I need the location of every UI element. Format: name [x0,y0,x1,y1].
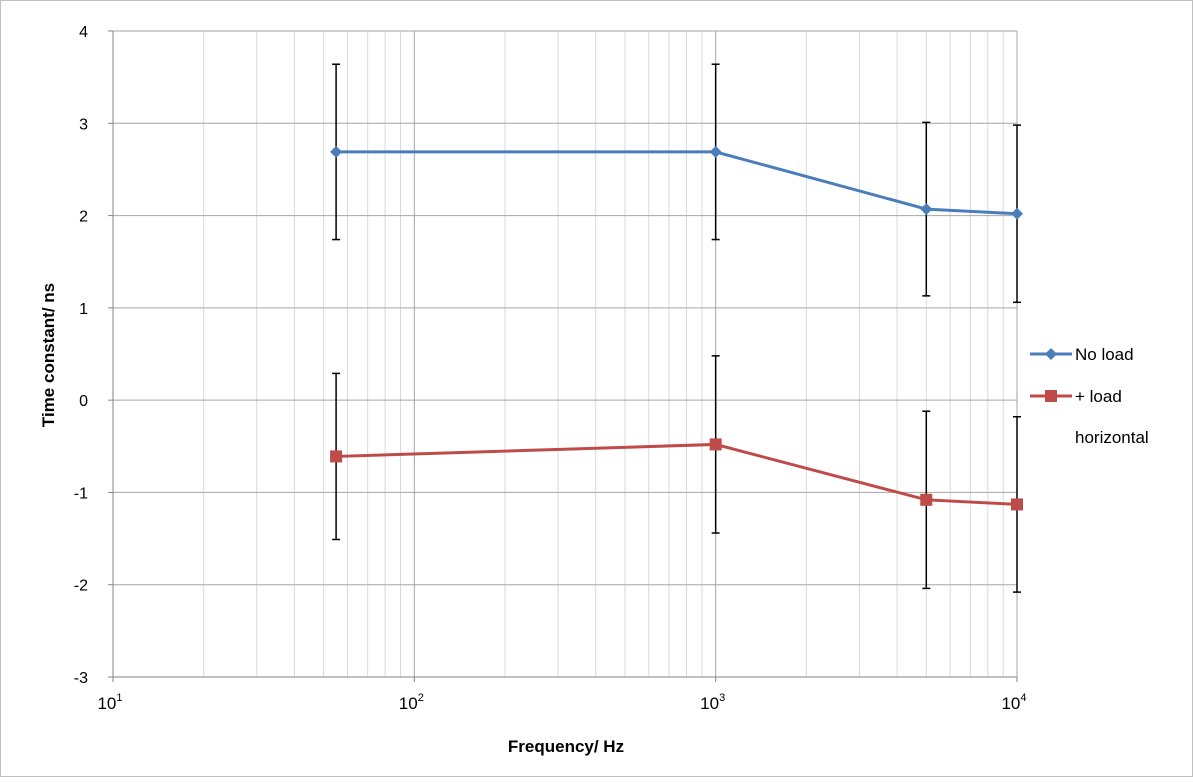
x-axis-title: Frequency/ Hz [508,737,624,756]
y-tick-label: 3 [79,116,88,133]
legend: No load + load horizontal [1030,345,1149,447]
y-tick-label: 2 [79,209,88,226]
axes: 4 3 2 1 0 -1 -2 -3 101 102 103 104 [74,24,1027,713]
y-axis-title: Time constant/ ns [39,283,58,427]
load-horizontal-series-line [336,442,1018,506]
legend-label: horizontal [1075,428,1149,447]
no-load-series-line [336,150,1018,216]
data-point-square [920,493,933,506]
y-tick-label: 1 [79,301,88,318]
y-tick-label: 0 [79,393,88,410]
y-tick-label: -2 [74,578,88,595]
x-tick-label: 101 [97,692,122,713]
data-point-diamond [330,145,343,158]
series-markers [330,145,1023,511]
x-tick-label: 103 [700,692,725,713]
legend-marker-diamond [1045,348,1057,360]
legend-label: + load [1075,387,1122,406]
x-tick-label: 104 [1001,692,1026,713]
x-tick-label: 102 [399,692,424,713]
data-point-square [330,450,343,463]
series-lines [336,150,1018,506]
data-point-diamond [920,203,933,216]
legend-label: No load [1075,345,1134,364]
y-tick-label: 4 [79,24,88,41]
data-point-square [709,438,722,451]
data-point-diamond [709,145,722,158]
legend-marker-square [1045,390,1057,402]
y-tick-label: -3 [74,670,88,687]
data-point-diamond [1011,207,1023,220]
y-tick-label: -1 [74,485,88,502]
data-point-square [1011,498,1023,511]
